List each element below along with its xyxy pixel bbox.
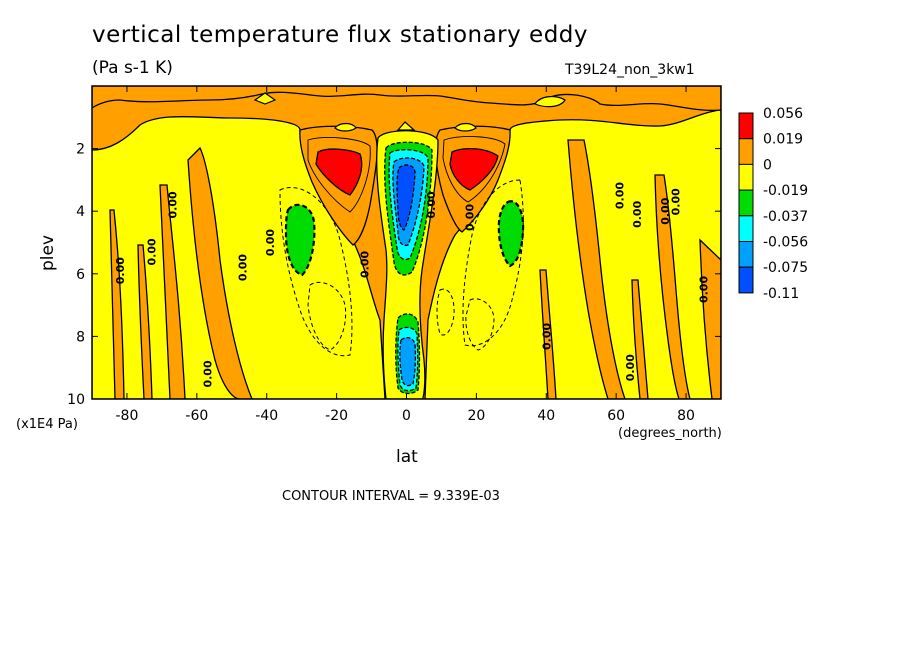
x-tick-label: 20 [467,408,485,424]
contour-label: 0.00 [145,238,158,265]
colorbar-label: 0.019 [763,132,803,148]
y-tick-label: 10 [67,392,85,408]
fill-orange-stripe-1 [109,209,125,399]
fill-orange-stripe-9 [699,238,721,399]
run-id: T39L24_non_3kw1 [565,62,695,78]
dashed-contour [307,281,347,351]
fill-green-left [284,203,316,277]
colorbar-label: 0.056 [763,106,803,122]
y-ticks: 2 4 6 8 10 [67,142,721,408]
y-tick-label: 6 [76,267,85,283]
x-tick-label: -80 [116,408,139,424]
fill-small-top-2 [334,122,357,132]
x-ticks: -80 -60 -40 -20 0 20 40 60 80 [116,86,695,424]
chart-units: (Pa s-1 K) [92,58,173,78]
solid-contour [442,136,506,203]
contour-label: 0.00 [236,254,249,281]
solid-contour [307,137,371,213]
x-tick-label: -60 [185,408,208,424]
contour-label: 0.00 [670,188,683,215]
plot-fill [92,86,721,399]
contour-label: 0.00 [624,354,637,381]
fill-orange-stripe-5 [539,269,557,399]
dashed-contour [462,179,524,347]
x-tick-label: 40 [537,408,555,424]
y-tick-label: 8 [76,329,85,345]
colorbar-label: -0.037 [763,209,808,225]
colorbar-label: -0.019 [763,183,808,199]
x-tick-label: 0 [402,408,411,424]
y-tick-label: 4 [76,204,85,220]
x-axis-units: (degrees_north) [618,426,722,441]
colorbar-label: -0.075 [763,260,808,276]
fill-orange-stripe-6 [567,139,626,399]
colorbar-label: -0.11 [763,286,799,302]
contour-interval: CONTOUR INTERVAL = 9.339E-03 [282,489,500,504]
colorbar-swatch [738,138,754,165]
solid-contours [307,136,506,213]
fill-orange-stripe-4 [187,146,253,399]
contour-label: 0.00 [698,276,711,303]
fill-red-left [315,148,363,196]
fill-center-blue-bottom [399,337,417,387]
contour-label: 0.00 [425,191,438,218]
colorbar-swatch [738,112,754,140]
contour-label: 0.00 [264,229,277,256]
fill-orange-stripe-7 [631,279,649,399]
x-tick-label: 80 [677,408,695,424]
dashed-contour [436,288,455,336]
colorbar-swatch [738,215,754,243]
y-tick-label: 2 [76,142,85,158]
fill-yellow-right [424,109,721,399]
fill-green-right [497,200,525,268]
contour-label: 0.00 [463,204,476,231]
colorbar-swatch [738,266,754,294]
contour-labels: 0.000.000.000.000.000.000.000.000.000.00… [114,182,711,388]
fill-orange-stripe-3 [159,184,186,399]
fill-center-deepblue-top [396,164,416,231]
x-tick-label: -20 [325,408,348,424]
fill-red-right [449,148,499,191]
colorbar-label: 0 [763,157,772,173]
contour-label: 0.00 [359,250,372,277]
contour-label: 0.00 [631,200,644,227]
chart-title: vertical temperature flux stationary edd… [92,22,589,48]
x-tick-label: -40 [255,408,278,424]
dashed-contour [465,298,495,351]
fill-small-top-3 [454,122,477,132]
fill-small-top-4 [396,121,416,131]
contour-label: 0.00 [659,197,672,224]
colorbar-swatch [738,241,754,268]
colorbar-label: -0.056 [763,235,808,251]
contour-label: 0.00 [540,322,553,349]
contour-label: 0.00 [201,360,214,387]
colorbar: 0.056 0.019 0 -0.019 -0.037 -0.056 -0.075 -0.11 [738,106,808,302]
contour-label: 0.00 [614,182,627,209]
dashed-contours [279,179,524,357]
x-axis-label: lat [396,447,418,467]
fill-orange-stripe-2 [137,244,153,399]
colorbar-swatch [738,189,754,217]
contour-label: 0.00 [114,257,127,284]
fill-small-top-5 [534,95,566,108]
y-axis-units: (x1E4 Pa) [16,417,78,432]
dashed-contour [279,187,353,357]
fill-orange-top-band [92,86,721,112]
colorbar-swatch [738,163,754,191]
contour-label: 0.00 [166,191,179,218]
x-tick-label: 60 [607,408,625,424]
fill-small-top-1 [253,92,277,105]
